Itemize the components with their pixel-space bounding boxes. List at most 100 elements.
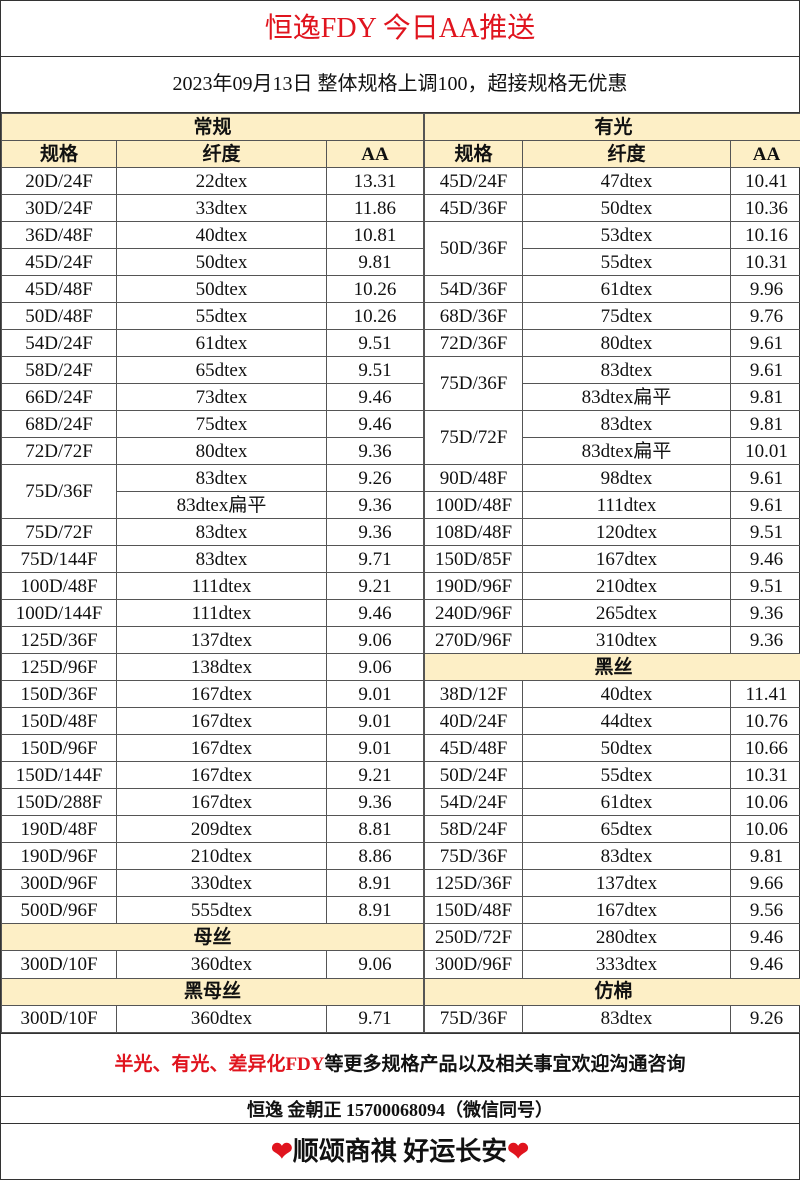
column-header-spec: 规格 xyxy=(1,140,117,169)
aa-price-cell: 8.86 xyxy=(325,842,425,871)
section-title: 黑母丝 xyxy=(0,977,425,1006)
fineness-cell: 209dtex xyxy=(116,815,327,844)
column-header-fineness: 纤度 xyxy=(116,140,327,169)
fineness-cell: 83dtex xyxy=(522,356,732,385)
spec-cell: 150D/288F xyxy=(1,788,117,817)
fineness-cell: 65dtex xyxy=(522,815,732,844)
spec-cell: 190D/96F xyxy=(424,572,524,601)
heart-icon: ❤ xyxy=(507,1137,530,1166)
table-row: 125D/36F 137dtex 9.66 xyxy=(424,869,800,898)
section-header-row: 母丝 xyxy=(0,923,425,952)
aa-price-cell: 9.56 xyxy=(730,896,800,925)
table-row: 54D/24F 61dtex 9.51 xyxy=(1,329,425,358)
column-header-fineness: 纤度 xyxy=(522,140,732,169)
spec-cell: 50D/36F xyxy=(424,221,524,277)
aa-price-cell: 8.91 xyxy=(325,869,425,898)
fineness-cell: 50dtex xyxy=(522,734,732,763)
table-row: 20D/24F 22dtex 13.31 xyxy=(1,167,425,196)
aa-price-cell: 10.31 xyxy=(730,761,800,790)
fineness-cell: 65dtex xyxy=(116,356,327,385)
aa-price-cell: 9.36 xyxy=(325,788,425,817)
aa-price-cell: 9.66 xyxy=(730,869,800,898)
spec-cell: 150D/96F xyxy=(1,734,117,763)
spec-cell: 36D/48F xyxy=(1,221,117,250)
column-header-aa: AA xyxy=(325,140,425,169)
table-row: 150D/96F 167dtex 9.01 xyxy=(1,734,425,763)
table-row: 30D/24F 33dtex 11.86 xyxy=(1,194,425,223)
table-row: 83dtex扁平 10.01 xyxy=(425,437,800,466)
spec-cell: 125D/96F xyxy=(1,653,117,682)
aa-price-cell: 9.36 xyxy=(730,599,800,628)
spec-cell: 150D/48F xyxy=(1,707,117,736)
fineness-cell: 137dtex xyxy=(116,626,327,655)
contact-info: 恒逸 金朝正 15700068094（微信同号） xyxy=(1,1097,799,1124)
aa-price-cell: 10.01 xyxy=(730,437,800,466)
table-row: 500D/96F 555dtex 8.91 xyxy=(1,896,425,925)
spec-cell: 54D/36F xyxy=(424,275,524,304)
spec-cell: 38D/12F xyxy=(424,680,524,709)
heart-icon: ❤ xyxy=(270,1137,293,1166)
fineness-cell: 360dtex xyxy=(116,1004,327,1034)
aa-price-cell: 9.61 xyxy=(730,491,800,520)
table-row: 100D/48F 111dtex 9.61 xyxy=(424,491,800,520)
fineness-cell: 83dtex扁平 xyxy=(522,437,732,466)
column-header-row: 规格 纤度 AA xyxy=(1,140,425,169)
aa-price-cell: 10.31 xyxy=(730,248,800,277)
spec-cell: 190D/48F xyxy=(1,815,117,844)
spec-cell: 75D/72F xyxy=(1,518,117,547)
table-row: 66D/24F 73dtex 9.46 xyxy=(1,383,425,412)
fineness-cell: 83dtex xyxy=(522,842,732,871)
table-row: 75D/144F 83dtex 9.71 xyxy=(1,545,425,574)
table-row: 90D/48F 98dtex 9.61 xyxy=(424,464,800,493)
section-header-row: 常规 xyxy=(0,112,425,142)
fineness-cell: 55dtex xyxy=(116,302,327,331)
section-header-row: 仿棉 xyxy=(424,977,800,1006)
table-row: 75D/72F 83dtex 9.36 xyxy=(1,518,425,547)
spec-cell: 75D/36F xyxy=(424,1004,524,1034)
table-row: 45D/24F 47dtex 10.41 xyxy=(424,167,800,196)
fineness-cell: 210dtex xyxy=(522,572,732,601)
note-highlight: 半光、有光、差异化FDY xyxy=(114,1054,325,1075)
fineness-cell: 167dtex xyxy=(116,680,327,709)
spec-cell: 50D/48F xyxy=(1,302,117,331)
table-row: 83dtex扁平 9.36 xyxy=(2,491,425,520)
spec-cell: 72D/36F xyxy=(424,329,524,358)
aa-price-cell: 10.06 xyxy=(730,788,800,817)
spec-cell: 66D/24F xyxy=(1,383,117,412)
table-row: 45D/36F 50dtex 10.36 xyxy=(424,194,800,223)
fineness-cell: 111dtex xyxy=(116,572,327,601)
aa-price-cell: 10.36 xyxy=(730,194,800,223)
aa-price-cell: 10.16 xyxy=(730,221,800,250)
aa-price-cell: 9.01 xyxy=(325,680,425,709)
spec-cell: 300D/10F xyxy=(1,1004,117,1034)
spec-cell: 45D/48F xyxy=(1,275,117,304)
table-row: 58D/24F 65dtex 9.51 xyxy=(1,356,425,385)
fineness-cell: 167dtex xyxy=(116,761,327,790)
aa-price-cell: 9.51 xyxy=(325,356,425,385)
aa-price-cell: 10.81 xyxy=(325,221,425,250)
aa-price-cell: 9.46 xyxy=(730,923,800,952)
spec-cell: 300D/10F xyxy=(1,950,117,979)
table-row: 45D/24F 50dtex 9.81 xyxy=(1,248,425,277)
table-row: 54D/36F 61dtex 9.96 xyxy=(424,275,800,304)
aa-price-cell: 10.41 xyxy=(730,167,800,196)
spec-cell: 75D/144F xyxy=(1,545,117,574)
table-row: 300D/10F 360dtex 9.06 xyxy=(1,950,425,979)
fineness-cell: 98dtex xyxy=(522,464,732,493)
spec-cell: 270D/96F xyxy=(424,626,524,655)
fineness-cell: 75dtex xyxy=(116,410,327,439)
fineness-cell: 50dtex xyxy=(116,275,327,304)
left-price-table: 常规 规格 纤度 AA 20D/24F 22dtex 13.31 30D/24F 33dtex 1… xyxy=(0,112,425,1034)
table-row: 68D/36F 75dtex 9.76 xyxy=(424,302,800,331)
fineness-cell: 111dtex xyxy=(522,491,732,520)
table-row: 75D/36F 83dtex 9.81 xyxy=(424,842,800,871)
fineness-cell: 167dtex xyxy=(116,788,327,817)
aa-price-cell: 9.06 xyxy=(325,653,425,682)
fineness-cell: 167dtex xyxy=(522,896,732,925)
note-text: 等更多规格产品以及相关事宜欢迎沟通咨询 xyxy=(324,1054,686,1075)
fineness-cell: 80dtex xyxy=(116,437,327,466)
spec-cell: 190D/96F xyxy=(1,842,117,871)
spec-cell: 250D/72F xyxy=(424,923,524,952)
fineness-cell: 111dtex xyxy=(116,599,327,628)
fineness-cell: 75dtex xyxy=(522,302,732,331)
